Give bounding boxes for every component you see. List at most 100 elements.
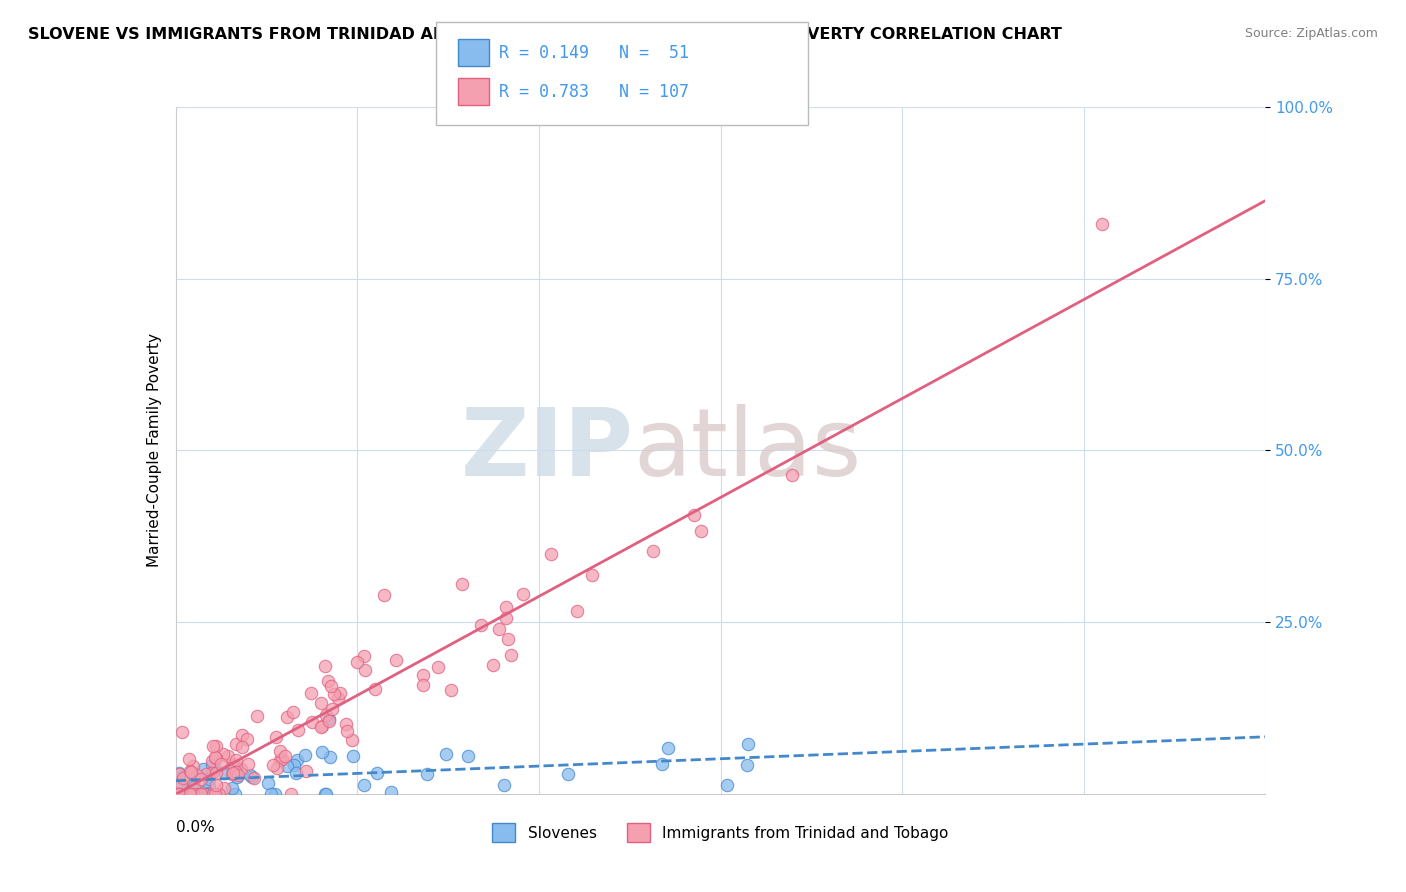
Point bbox=[169, 766, 191, 780]
Text: R = 0.149   N =  51: R = 0.149 N = 51 bbox=[499, 44, 689, 62]
Point bbox=[217, 748, 239, 763]
Point bbox=[264, 730, 287, 744]
Point bbox=[311, 719, 333, 733]
Point bbox=[222, 765, 245, 780]
Point bbox=[183, 780, 205, 794]
Point bbox=[221, 767, 243, 781]
Point bbox=[170, 724, 193, 739]
Point bbox=[336, 723, 359, 738]
Point bbox=[373, 588, 395, 602]
Point bbox=[176, 783, 198, 797]
Point bbox=[262, 758, 284, 772]
Point bbox=[641, 544, 664, 558]
Point bbox=[236, 732, 259, 747]
Point bbox=[540, 547, 562, 561]
Point bbox=[179, 787, 201, 801]
Point bbox=[242, 770, 264, 784]
Point bbox=[311, 745, 333, 759]
Point bbox=[169, 787, 191, 801]
Point bbox=[174, 787, 197, 801]
Point bbox=[384, 653, 406, 667]
Point bbox=[481, 657, 503, 672]
Point bbox=[224, 787, 246, 801]
Point bbox=[565, 604, 588, 618]
Point bbox=[287, 723, 309, 738]
Point bbox=[170, 777, 193, 791]
Point bbox=[225, 737, 247, 751]
Point bbox=[201, 758, 224, 772]
Point bbox=[495, 600, 517, 615]
Point bbox=[440, 682, 463, 697]
Point bbox=[1091, 217, 1114, 231]
Point bbox=[231, 762, 253, 776]
Point bbox=[496, 632, 519, 646]
Point bbox=[194, 766, 217, 780]
Point bbox=[416, 767, 439, 781]
Point bbox=[299, 686, 322, 700]
Point bbox=[204, 762, 226, 776]
Point bbox=[208, 787, 231, 801]
Point bbox=[198, 772, 221, 786]
Point bbox=[243, 771, 266, 785]
Point bbox=[214, 780, 236, 795]
Point bbox=[412, 668, 434, 682]
Point bbox=[274, 748, 297, 763]
Point bbox=[283, 758, 305, 772]
Point bbox=[269, 753, 291, 767]
Point bbox=[457, 748, 479, 763]
Point bbox=[494, 778, 516, 792]
Text: 0.0%: 0.0% bbox=[176, 820, 215, 835]
Point bbox=[412, 678, 434, 692]
Point bbox=[716, 778, 738, 792]
Y-axis label: Married-Couple Family Poverty: Married-Couple Family Poverty bbox=[146, 334, 162, 567]
Point bbox=[204, 739, 226, 753]
Point bbox=[195, 787, 218, 801]
Point bbox=[782, 467, 804, 482]
Point bbox=[651, 757, 673, 772]
Point bbox=[353, 778, 375, 792]
Point bbox=[224, 758, 246, 772]
Point bbox=[315, 707, 337, 722]
Point bbox=[689, 524, 711, 538]
Point bbox=[318, 714, 340, 728]
Point bbox=[294, 747, 316, 762]
Point bbox=[342, 749, 364, 764]
Point bbox=[314, 659, 336, 673]
Point bbox=[276, 759, 298, 773]
Point bbox=[340, 733, 363, 747]
Point bbox=[169, 787, 191, 801]
Point bbox=[169, 766, 191, 780]
Point bbox=[231, 739, 253, 754]
Point bbox=[301, 714, 323, 729]
Point bbox=[205, 778, 228, 792]
Point bbox=[319, 749, 342, 764]
Legend: Slovenes, Immigrants from Trinidad and Tobago: Slovenes, Immigrants from Trinidad and T… bbox=[486, 817, 955, 848]
Point bbox=[209, 756, 232, 771]
Point bbox=[173, 771, 195, 785]
Point bbox=[434, 747, 457, 762]
Point bbox=[187, 787, 209, 801]
Point bbox=[170, 780, 193, 794]
Point bbox=[169, 787, 191, 801]
Point bbox=[354, 663, 377, 677]
Point bbox=[231, 728, 253, 742]
Point bbox=[316, 673, 339, 688]
Point bbox=[451, 577, 474, 591]
Point bbox=[225, 753, 247, 767]
Point bbox=[266, 761, 288, 775]
Point bbox=[207, 787, 229, 801]
Text: ZIP: ZIP bbox=[461, 404, 633, 497]
Point bbox=[283, 705, 305, 719]
Text: SLOVENE VS IMMIGRANTS FROM TRINIDAD AND TOBAGO MARRIED-COUPLE FAMILY POVERTY COR: SLOVENE VS IMMIGRANTS FROM TRINIDAD AND … bbox=[28, 27, 1062, 42]
Point bbox=[180, 765, 202, 780]
Point bbox=[495, 611, 517, 625]
Point bbox=[177, 752, 200, 766]
Point bbox=[557, 767, 579, 781]
Point bbox=[264, 787, 287, 801]
Point bbox=[190, 772, 212, 787]
Point bbox=[246, 708, 269, 723]
Point bbox=[285, 753, 308, 767]
Point bbox=[204, 787, 226, 801]
Point bbox=[193, 787, 215, 801]
Point bbox=[172, 771, 194, 785]
